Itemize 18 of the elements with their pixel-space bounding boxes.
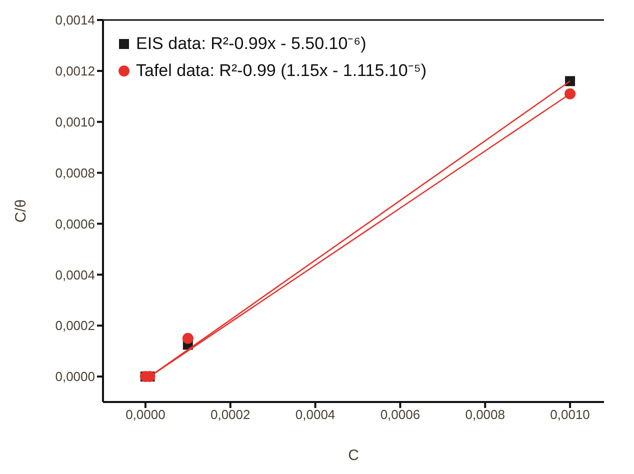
- y-tick-label: 0,0014: [55, 12, 95, 28]
- y-tick-label: 0,0010: [55, 114, 95, 130]
- x-tick-label: 0,0000: [126, 407, 166, 422]
- x-tick-label: 0,0002: [210, 407, 250, 422]
- legend-label: EIS data: R²-0.99x - 5.50.10⁻⁶): [136, 33, 366, 55]
- x-tick-label: 0,0008: [465, 407, 505, 422]
- y-tick-label: 0,0008: [55, 165, 95, 180]
- legend-label: Tafel data: R²-0.99 (1.15x - 1.115.10⁻⁵): [136, 60, 427, 82]
- x-tick-label: 0,0010: [550, 407, 590, 422]
- y-axis-title: C/θ: [12, 199, 30, 223]
- y-tick-label: 0,0002: [55, 318, 95, 334]
- y-tick-label: 0,0000: [55, 369, 95, 384]
- y-tick-label: 0,0004: [55, 267, 95, 282]
- x-axis-title: C: [348, 447, 360, 464]
- y-tick-label: 0,0006: [55, 216, 95, 232]
- x-tick-label: 0,0004: [295, 407, 336, 422]
- x-tick-label: 0,0006: [380, 407, 420, 422]
- y-tick-label: 0,0012: [55, 64, 95, 79]
